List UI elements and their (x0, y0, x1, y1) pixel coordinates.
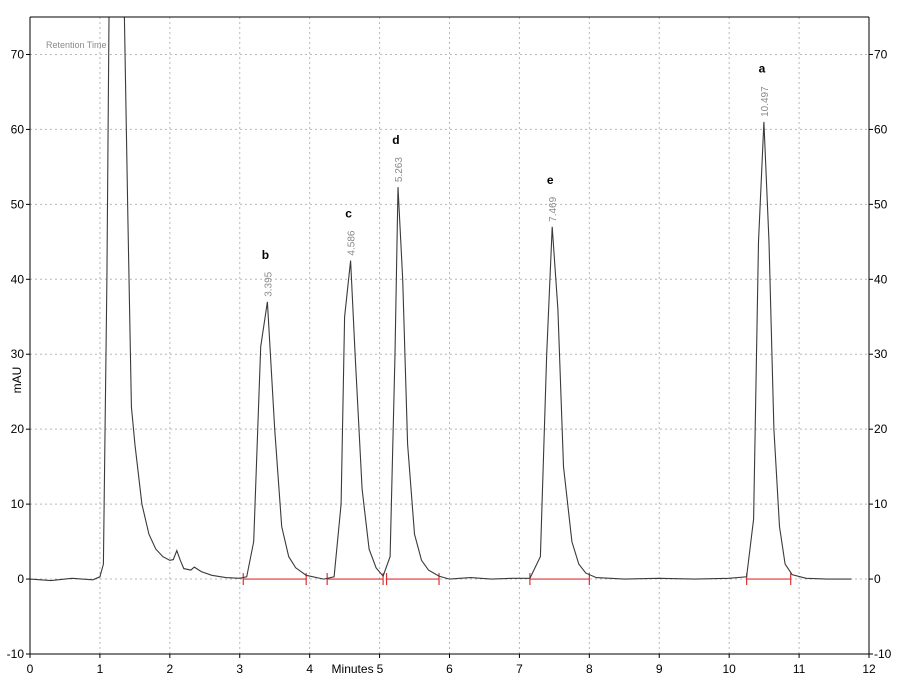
x-tick-label: 12 (862, 662, 876, 676)
y-right-tick-label: 30 (874, 347, 888, 361)
peak-letter-label: e (547, 173, 554, 187)
x-tick-label: 7 (516, 662, 523, 676)
y-right-tick-label: 10 (874, 497, 888, 511)
x-tick-label: 1 (97, 662, 104, 676)
y-left-tick-label: 60 (11, 122, 25, 136)
x-tick-label: 6 (446, 662, 453, 676)
x-tick-label: 0 (27, 662, 34, 676)
y-right-tick-label: 60 (874, 122, 888, 136)
y-left-tick-label: 50 (11, 197, 25, 211)
y-right-tick-label: 40 (874, 272, 888, 286)
y-axis-right-ticks: -10 0 10 20 30 40 50 60 70 (869, 47, 892, 661)
peak-retention-label: 7.469 (548, 196, 559, 221)
peak-retention-label: 4.586 (347, 230, 358, 255)
retention-time-note: Retention Time (46, 40, 107, 50)
y-right-tick-label: 0 (874, 572, 881, 586)
y-left-tick-label: 30 (11, 347, 25, 361)
x-tick-label: 4 (306, 662, 313, 676)
y-right-tick-label: 70 (874, 47, 888, 61)
peak-retention-label: 3.395 (263, 271, 274, 296)
y-axis-title: mAU (10, 367, 24, 394)
y-right-tick-label: 50 (874, 197, 888, 211)
peak-letter-label: c (345, 207, 352, 221)
x-tick-label: 3 (236, 662, 243, 676)
y-left-tick-label: -10 (7, 647, 25, 661)
peak-letter-label: a (759, 62, 766, 76)
peak-letter-label: d (392, 133, 399, 147)
y-left-tick-label: 10 (11, 497, 25, 511)
x-tick-label: 10 (722, 662, 736, 676)
x-tick-label: 5 (377, 662, 384, 676)
y-right-tick-label: -10 (874, 647, 892, 661)
peak-retention-label: 5.263 (394, 157, 405, 182)
y-right-tick-label: 20 (874, 422, 888, 436)
peak-labels: 3.395 b 4.586 c 5.263 d 7.469 e 10.497 a (262, 62, 771, 297)
y-left-tick-label: 20 (11, 422, 25, 436)
x-tick-label: 2 (166, 662, 173, 676)
peak-retention-label: 10.497 (760, 86, 771, 117)
x-tick-label: 9 (656, 662, 663, 676)
chromatogram-trace (29, 16, 852, 582)
x-axis-title: Minutes (332, 662, 374, 676)
grid-lines (30, 17, 869, 654)
y-left-tick-label: 70 (11, 47, 25, 61)
x-tick-label: 11 (793, 662, 806, 676)
peak-letter-label: b (262, 248, 269, 262)
y-left-tick-label: 40 (11, 272, 25, 286)
y-axis-left-ticks: -10 0 10 20 30 40 50 60 70 (7, 47, 30, 661)
x-tick-label: 8 (586, 662, 593, 676)
y-left-tick-label: 0 (17, 572, 24, 586)
